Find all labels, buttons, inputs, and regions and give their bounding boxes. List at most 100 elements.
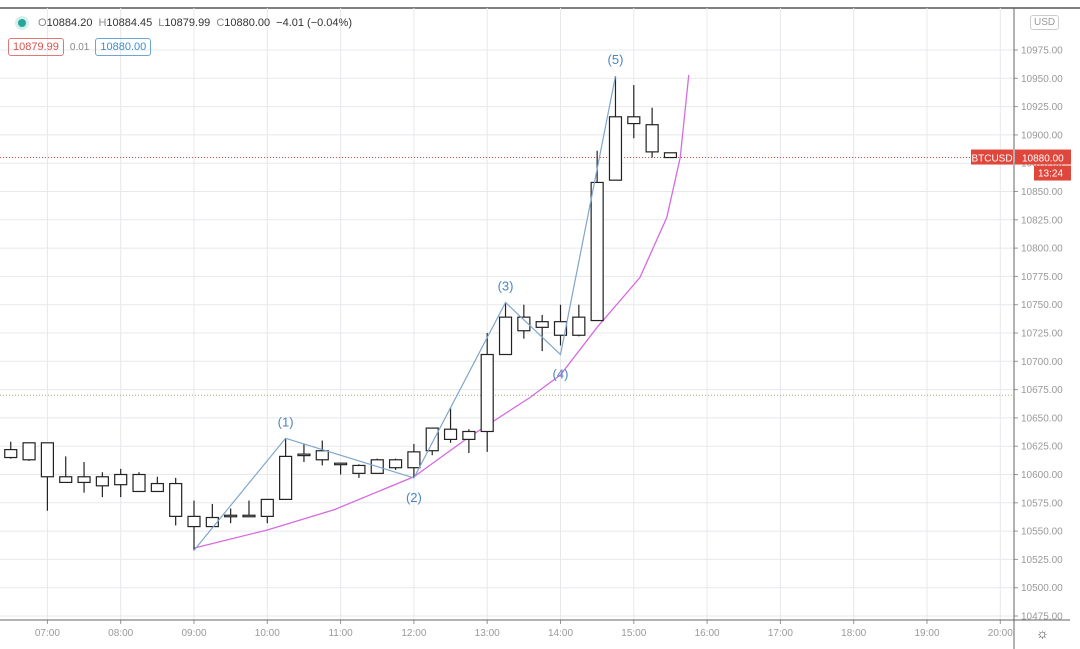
candle-body — [114, 473, 128, 486]
candle-body — [77, 476, 91, 484]
candle — [498, 302, 513, 356]
candle-body — [297, 453, 311, 457]
y-tick-label: 10800.00 — [1021, 244, 1063, 255]
curve-line — [193, 74, 690, 549]
candle — [169, 477, 183, 526]
candle-body — [22, 442, 36, 461]
x-tick-label: 19:00 — [914, 628, 939, 639]
candle-body — [260, 498, 274, 517]
candle-body — [352, 464, 366, 474]
gear-icon[interactable]: ☼ — [1036, 625, 1049, 641]
candle-body — [279, 455, 293, 501]
candle — [535, 314, 549, 352]
close-value: 10880.00 — [224, 17, 271, 29]
y-tick-label: 10925.00 — [1021, 102, 1063, 113]
countdown-label: 13:24 — [1038, 169, 1063, 180]
candle-body — [407, 451, 421, 469]
candle-body — [40, 442, 55, 478]
wave-line — [193, 75, 617, 551]
candle — [425, 427, 439, 456]
change-value: −4.01 (−0.04%) — [276, 17, 352, 29]
candle-body — [627, 116, 641, 125]
candle — [517, 304, 531, 339]
candle-body — [443, 428, 458, 441]
candle-body — [572, 316, 586, 336]
open-value: 10884.20 — [46, 17, 93, 29]
candle — [334, 462, 348, 475]
x-tick-label: 14:00 — [548, 628, 573, 639]
x-tick-label: 07:00 — [35, 628, 60, 639]
candle — [480, 333, 494, 452]
sell-price-button[interactable]: 10879.99 — [8, 38, 64, 56]
candle — [22, 442, 36, 461]
candle-body — [150, 482, 164, 493]
symbol-label-bg — [971, 149, 1013, 165]
last-price-label: 10880.00 — [1022, 154, 1064, 165]
candle — [260, 498, 274, 524]
candle — [95, 472, 109, 498]
y-tick-label: 10750.00 — [1021, 300, 1063, 311]
candle-body — [334, 462, 348, 466]
candle-body — [462, 430, 476, 441]
x-tick-label: 17:00 — [768, 628, 793, 639]
candle-body — [59, 476, 73, 484]
y-tick-label: 10475.00 — [1021, 612, 1063, 623]
candle-body — [608, 116, 623, 181]
candle-body — [498, 316, 513, 356]
x-tick-label: 10:00 — [255, 628, 280, 639]
candle-body — [4, 448, 18, 459]
y-tick-label: 10525.00 — [1021, 555, 1063, 566]
y-tick-label: 10700.00 — [1021, 357, 1063, 368]
candle-body — [205, 516, 219, 528]
y-tick-label: 10975.00 — [1021, 46, 1063, 57]
currency-button[interactable]: USD — [1030, 15, 1060, 30]
y-tick-label: 10650.00 — [1021, 413, 1063, 424]
candle-body — [315, 450, 329, 461]
symbol-label: BTCUSD — [971, 154, 1012, 165]
candle-body — [663, 152, 678, 159]
candle — [187, 500, 201, 551]
quote-panel: 10879.99 0.01 10880.00 — [8, 38, 152, 56]
candle — [40, 442, 55, 511]
x-tick-label: 08:00 — [108, 628, 133, 639]
y-tick-label: 10850.00 — [1021, 187, 1063, 198]
candle — [443, 407, 458, 443]
market-status-dot — [18, 19, 26, 27]
candle — [205, 503, 219, 528]
candle — [77, 462, 91, 493]
candle — [663, 152, 678, 159]
x-tick-label: 09:00 — [181, 628, 206, 639]
y-tick-label: 10900.00 — [1021, 130, 1063, 141]
wave-label: (3) — [498, 278, 514, 293]
candle — [315, 440, 329, 466]
candle — [279, 438, 293, 501]
candle — [388, 458, 403, 470]
candle-body — [224, 514, 238, 518]
last-price-label-bg — [1015, 149, 1071, 165]
candle — [608, 76, 623, 181]
candle-body — [535, 321, 549, 328]
countdown-bg — [1034, 165, 1071, 181]
candle — [150, 476, 164, 493]
x-tick-label: 16:00 — [695, 628, 720, 639]
y-tick-label: 10625.00 — [1021, 442, 1063, 453]
buy-price-button[interactable]: 10880.00 — [95, 38, 152, 56]
candle — [132, 472, 146, 493]
x-tick-label: 11:00 — [328, 628, 353, 639]
candle-body — [242, 514, 256, 518]
candle-body — [425, 427, 439, 452]
candle-body — [187, 515, 201, 528]
x-tick-label: 18:00 — [841, 628, 866, 639]
candle — [114, 468, 128, 498]
candle — [645, 107, 659, 158]
candle-body — [480, 353, 494, 433]
candle — [297, 443, 311, 463]
candle-body — [169, 482, 183, 517]
x-tick-label: 13:00 — [475, 628, 500, 639]
candle — [4, 441, 18, 459]
wave-label: (4) — [553, 367, 569, 382]
candle-body — [132, 473, 146, 493]
candle-body — [95, 476, 109, 487]
candle — [407, 443, 421, 478]
